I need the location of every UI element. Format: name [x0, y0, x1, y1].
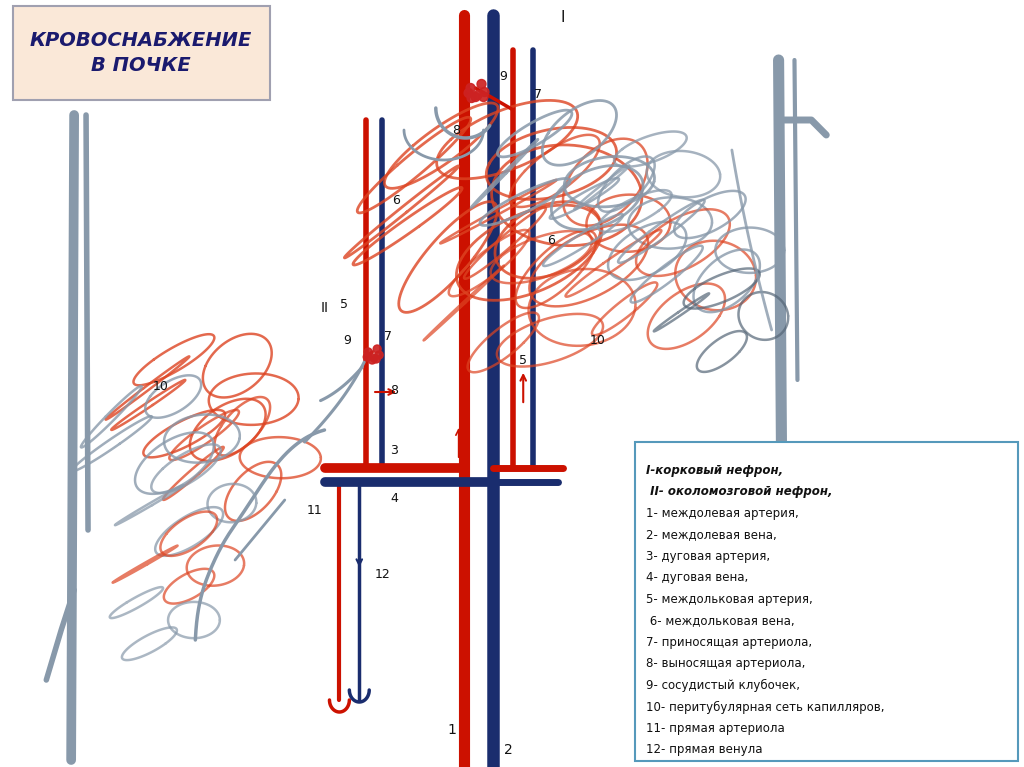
Text: 11: 11 — [307, 503, 323, 516]
Text: 2- междолевая вена,: 2- междолевая вена, — [646, 528, 777, 542]
Text: 10: 10 — [590, 334, 605, 347]
Circle shape — [479, 93, 488, 101]
Text: 6: 6 — [547, 233, 555, 246]
Text: 7: 7 — [384, 331, 392, 344]
Circle shape — [480, 87, 488, 97]
Text: 6- междольковая вена,: 6- междольковая вена, — [646, 614, 795, 627]
Text: 11- прямая артериола: 11- прямая артериола — [646, 722, 785, 735]
Circle shape — [372, 355, 380, 363]
Text: II- околомозговой нефрон,: II- околомозговой нефрон, — [646, 486, 833, 499]
Circle shape — [365, 348, 372, 356]
Text: 1- междолевая артерия,: 1- междолевая артерия, — [646, 507, 799, 520]
Text: 5: 5 — [519, 354, 527, 367]
FancyBboxPatch shape — [635, 442, 1018, 761]
Circle shape — [364, 353, 372, 361]
Text: I-корковый нефрон,: I-корковый нефрон, — [646, 464, 783, 477]
Text: 6: 6 — [392, 193, 400, 206]
Text: 3- дуговая артерия,: 3- дуговая артерия, — [646, 550, 771, 563]
Text: КРОВОСНАБЖЕНИЕ
В ПОЧКЕ: КРОВОСНАБЖЕНИЕ В ПОЧКЕ — [30, 31, 252, 74]
Circle shape — [371, 354, 378, 362]
Text: 12: 12 — [374, 568, 390, 581]
Text: 9: 9 — [343, 334, 351, 347]
FancyBboxPatch shape — [12, 6, 270, 100]
Text: 7: 7 — [535, 88, 542, 101]
Text: II: II — [321, 301, 329, 315]
Text: 7- приносящая артериола,: 7- приносящая артериола, — [646, 636, 813, 649]
Circle shape — [471, 93, 480, 101]
Text: 4: 4 — [390, 492, 398, 505]
Text: I: I — [561, 11, 565, 25]
Circle shape — [473, 91, 482, 100]
Text: 8: 8 — [452, 123, 460, 137]
Text: 4- дуговая вена,: 4- дуговая вена, — [646, 571, 749, 584]
Circle shape — [373, 345, 381, 353]
Text: 5- междольковая артерия,: 5- междольковая артерия, — [646, 593, 813, 606]
Circle shape — [375, 351, 383, 359]
Text: 10: 10 — [153, 380, 169, 393]
Text: 9- сосудистый клубочек,: 9- сосудистый клубочек, — [646, 679, 801, 692]
Circle shape — [467, 94, 476, 103]
Text: 3: 3 — [390, 443, 398, 456]
Text: 5: 5 — [340, 298, 348, 311]
Text: 10- перитубулярная сеть капилляров,: 10- перитубулярная сеть капилляров, — [646, 700, 885, 713]
Circle shape — [464, 88, 473, 97]
Text: 8- выносящая артериола,: 8- выносящая артериола, — [646, 657, 806, 670]
Text: 12- прямая венула: 12- прямая венула — [646, 743, 763, 756]
Circle shape — [477, 80, 486, 88]
Text: 1: 1 — [447, 723, 456, 737]
Text: 2: 2 — [504, 743, 513, 757]
Text: 8: 8 — [390, 384, 398, 397]
Text: 9: 9 — [500, 70, 507, 83]
Circle shape — [369, 356, 376, 364]
Circle shape — [466, 84, 475, 93]
